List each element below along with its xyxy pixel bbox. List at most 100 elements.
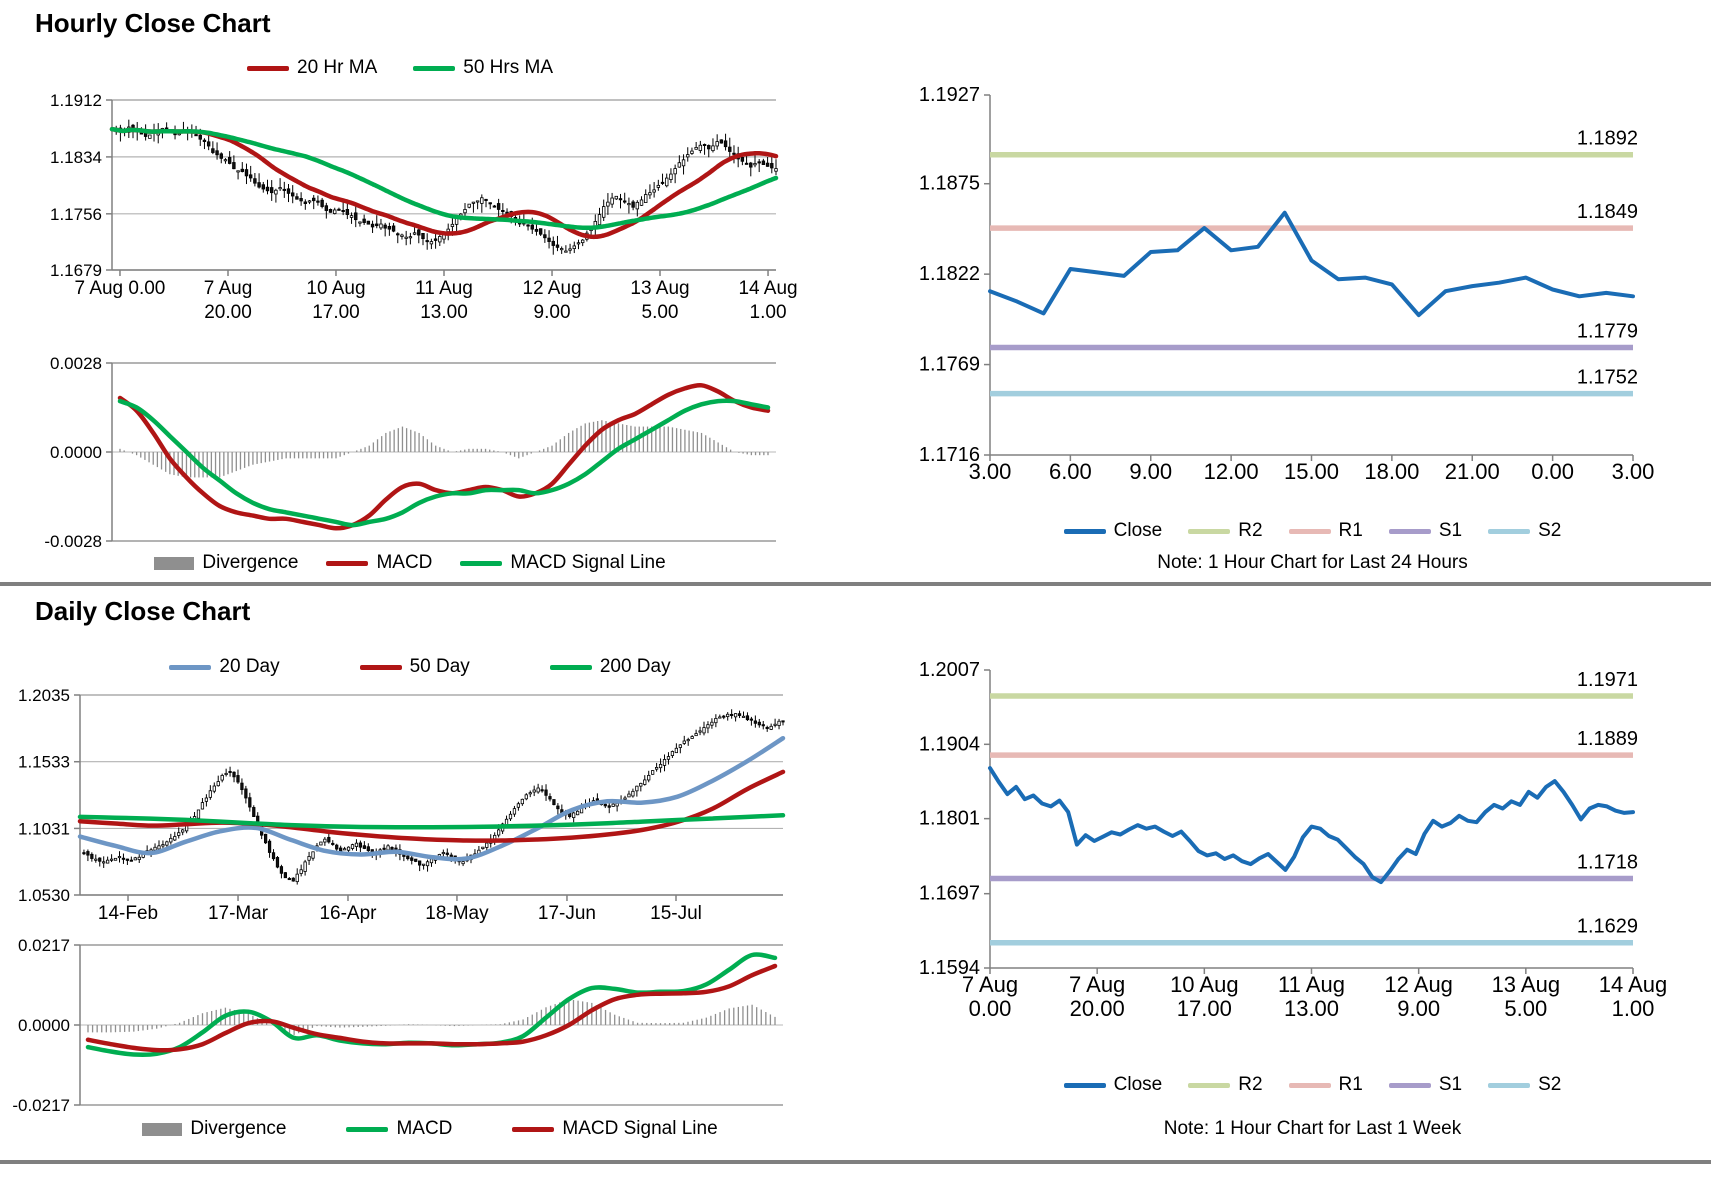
svg-text:21.00: 21.00 xyxy=(1445,459,1500,484)
legend-label: 50 Hrs MA xyxy=(463,57,553,78)
svg-text:1.1892: 1.1892 xyxy=(1577,128,1638,150)
legend-item-50day: 50 Day xyxy=(359,656,470,678)
legend-label: Divergence xyxy=(202,552,299,573)
legend-label: MACD Signal Line xyxy=(562,1118,718,1139)
intraday-note: Note: 1 Hour Chart for Last 24 Hours xyxy=(1157,552,1468,573)
svg-text:1.1679: 1.1679 xyxy=(50,261,102,280)
svg-text:1.1697: 1.1697 xyxy=(919,883,980,905)
svg-text:0.00: 0.00 xyxy=(969,996,1012,1021)
svg-text:15.00: 15.00 xyxy=(1284,459,1339,484)
week-levels-legend: Close R2 R1 S1 S2 xyxy=(985,1074,1640,1096)
svg-text:1.1801: 1.1801 xyxy=(919,808,980,830)
svg-text:1.1533: 1.1533 xyxy=(18,753,70,772)
legend-item-200day: 200 Day xyxy=(549,656,671,678)
legend-label: Close xyxy=(1113,520,1163,541)
legend-label: S2 xyxy=(1538,1074,1562,1095)
svg-text:9.00: 9.00 xyxy=(1397,996,1440,1021)
line-swatch xyxy=(1188,1082,1231,1088)
line-swatch xyxy=(549,664,592,670)
svg-text:20.00: 20.00 xyxy=(204,302,252,323)
svg-text:1.1822: 1.1822 xyxy=(919,263,980,285)
svg-text:1.1904: 1.1904 xyxy=(919,733,980,755)
svg-text:5.00: 5.00 xyxy=(642,302,679,323)
svg-text:11 Aug: 11 Aug xyxy=(1278,972,1345,997)
svg-text:-0.0217: -0.0217 xyxy=(12,1096,70,1115)
intraday-levels-legend: Close R2 R1 S1 S2 xyxy=(985,520,1640,542)
legend-item-s2: S2 xyxy=(1488,520,1561,542)
legend-label: R2 xyxy=(1238,520,1263,541)
svg-text:0.0217: 0.0217 xyxy=(18,936,70,955)
legend-item-r2: R2 xyxy=(1188,1074,1263,1096)
legend-item-50hr-ma: 50 Hrs MA xyxy=(413,57,553,79)
svg-text:17-Jun: 17-Jun xyxy=(538,903,596,924)
svg-text:1.2007: 1.2007 xyxy=(919,659,980,681)
svg-text:18-May: 18-May xyxy=(425,903,489,924)
svg-text:7 Aug 0.00: 7 Aug 0.00 xyxy=(75,278,166,299)
svg-text:7 Aug: 7 Aug xyxy=(1069,972,1125,997)
section-divider xyxy=(0,1160,1711,1164)
legend-item-r1: R1 xyxy=(1288,1074,1363,1096)
svg-text:1.1718: 1.1718 xyxy=(1577,852,1638,874)
legend-label: MACD Signal Line xyxy=(510,552,666,573)
week-note: Note: 1 Hour Chart for Last 1 Week xyxy=(1163,1118,1462,1139)
hourly-ma-legend: 20 Hr MA 50 Hrs MA xyxy=(120,57,680,79)
svg-text:1.1971: 1.1971 xyxy=(1577,669,1638,691)
legend-item-20day: 20 Day xyxy=(169,656,280,678)
legend-label: R2 xyxy=(1238,1074,1263,1095)
svg-text:10 Aug: 10 Aug xyxy=(306,278,365,299)
svg-text:0.0000: 0.0000 xyxy=(18,1016,70,1035)
legend-label: Divergence xyxy=(190,1118,287,1139)
hourly-macd-legend: Divergence MACD MACD Signal Line xyxy=(110,552,710,574)
legend-label: 20 Day xyxy=(219,656,280,677)
svg-text:1.1716: 1.1716 xyxy=(919,444,980,466)
line-swatch xyxy=(1288,528,1331,534)
legend-label: MACD xyxy=(396,1118,453,1139)
legend-item-macd: MACD xyxy=(326,552,432,574)
svg-text:0.0028: 0.0028 xyxy=(50,354,102,373)
line-swatch xyxy=(346,1126,389,1132)
svg-text:20.00: 20.00 xyxy=(1070,996,1125,1021)
svg-text:1.1756: 1.1756 xyxy=(50,205,102,224)
daily-section-title: Daily Close Chart xyxy=(35,596,251,626)
legend-label: S1 xyxy=(1438,520,1463,541)
legend-item-divergence: Divergence xyxy=(142,1118,286,1140)
legend-label: Close xyxy=(1113,1074,1163,1095)
line-swatch xyxy=(1288,1082,1331,1088)
legend-label: R1 xyxy=(1338,520,1363,541)
svg-text:1.1834: 1.1834 xyxy=(50,148,102,167)
svg-text:14 Aug: 14 Aug xyxy=(738,278,797,299)
line-swatch xyxy=(512,1126,555,1132)
svg-text:0.0000: 0.0000 xyxy=(50,443,102,462)
svg-text:3.00: 3.00 xyxy=(1612,459,1655,484)
svg-text:1.00: 1.00 xyxy=(750,302,787,323)
svg-text:17-Mar: 17-Mar xyxy=(208,903,269,924)
svg-text:1.00: 1.00 xyxy=(1612,996,1655,1021)
legend-item-s1: S1 xyxy=(1388,520,1463,542)
legend-item-macd-signal: MACD Signal Line xyxy=(512,1118,718,1140)
svg-text:-0.0028: -0.0028 xyxy=(44,532,102,551)
line-swatch xyxy=(1188,528,1231,534)
line-swatch xyxy=(1063,528,1106,534)
legend-item-macd-signal: MACD Signal Line xyxy=(460,552,666,574)
hourly-section-title: Hourly Close Chart xyxy=(35,8,271,38)
line-swatch xyxy=(169,664,212,670)
svg-text:1.1779: 1.1779 xyxy=(1577,321,1638,343)
svg-text:1.1769: 1.1769 xyxy=(919,354,980,376)
svg-text:13.00: 13.00 xyxy=(420,302,468,323)
legend-item-close: Close xyxy=(1063,1074,1163,1096)
legend-item-r2: R2 xyxy=(1188,520,1263,542)
legend-item-s1: S1 xyxy=(1388,1074,1462,1096)
svg-text:1.1875: 1.1875 xyxy=(919,173,980,195)
line-swatch xyxy=(1388,1082,1431,1088)
legend-item-divergence: Divergence xyxy=(154,552,298,574)
line-swatch xyxy=(413,65,456,71)
svg-text:1.0530: 1.0530 xyxy=(18,886,70,905)
svg-text:1.1594: 1.1594 xyxy=(919,957,980,979)
line-swatch xyxy=(247,65,289,71)
legend-item-20hr-ma: 20 Hr MA xyxy=(247,57,377,79)
